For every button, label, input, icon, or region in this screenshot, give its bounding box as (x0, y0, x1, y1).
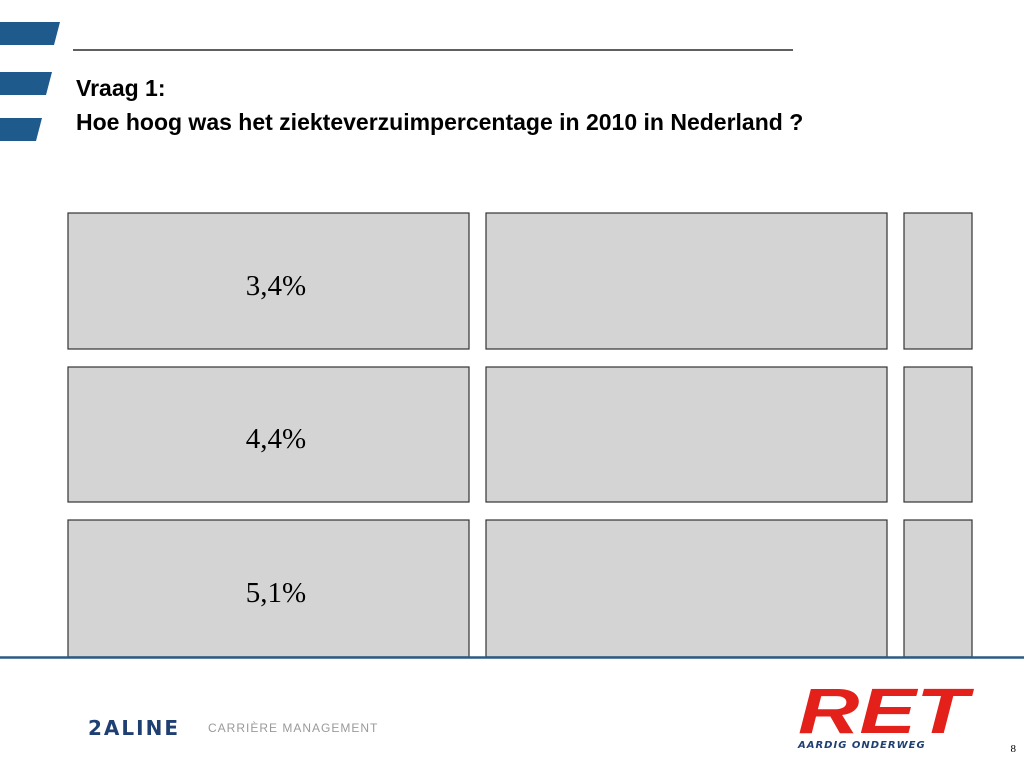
deco-bar (0, 118, 42, 141)
option-label: 4,4% (246, 423, 306, 455)
option-row[interactable]: 3,4% (67, 212, 973, 350)
option-box[interactable] (67, 366, 470, 503)
deco-bar (0, 22, 60, 45)
option-label: 5,1% (246, 577, 306, 609)
title-line: Hoe hoog was het ziekteverzuimpercentage… (76, 109, 803, 135)
option-label: 3,4% (246, 270, 306, 302)
title-line: Vraag 1: (76, 75, 166, 101)
option-row[interactable]: 4,4% (67, 366, 973, 503)
logo-left-tagline: CARRIÈRE MANAGEMENT (208, 720, 378, 735)
deco-bar (0, 72, 52, 95)
score-box (903, 212, 973, 350)
option-box[interactable] (67, 212, 470, 350)
score-box (903, 519, 973, 658)
answer-box (485, 212, 888, 350)
logo-right-tagline: AARDIG ONDERWEG (797, 740, 926, 751)
score-box (903, 366, 973, 503)
logo-left: 2ALINE (88, 716, 180, 740)
option-row[interactable]: 5,1% (67, 519, 973, 658)
page-number: 8 (1011, 743, 1017, 755)
answer-box (485, 519, 888, 658)
answer-box (485, 366, 888, 503)
logo-right: RET (798, 675, 975, 747)
